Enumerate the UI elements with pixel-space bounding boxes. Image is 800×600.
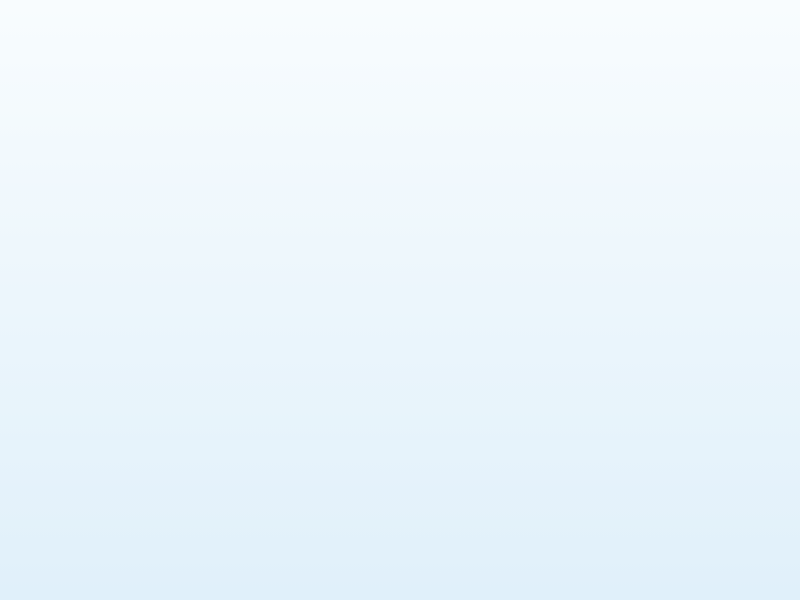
main-row xyxy=(22,14,778,164)
graph xyxy=(22,14,322,164)
right-col xyxy=(340,14,778,164)
section-c xyxy=(22,168,778,230)
section-b xyxy=(340,98,778,129)
graph-svg xyxy=(22,14,322,164)
a-answers xyxy=(368,53,778,88)
c-expr xyxy=(22,199,778,230)
section-a xyxy=(340,16,778,88)
